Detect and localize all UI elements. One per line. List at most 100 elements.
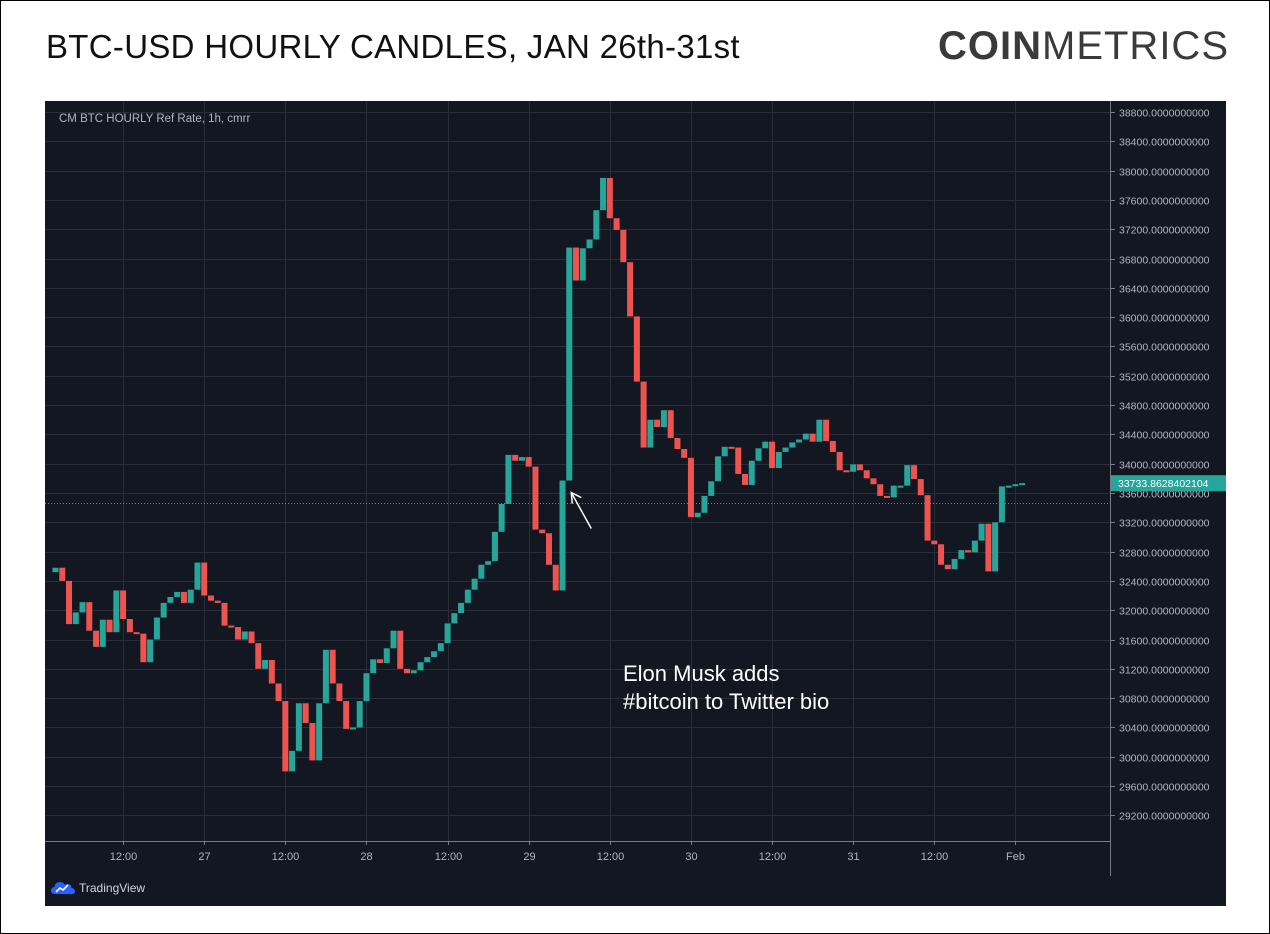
candle	[904, 465, 911, 486]
chart-grid	[45, 101, 1110, 841]
y-tick-label: 32000.0000000000	[1119, 606, 1210, 618]
candles-layer	[52, 177, 1026, 772]
tradingview-label: TradingView	[79, 881, 146, 895]
x-tick-label: 30	[685, 851, 697, 863]
candle	[485, 561, 492, 565]
candle	[329, 649, 336, 684]
candle	[1012, 484, 1019, 487]
y-tick-label: 33600.0000000000	[1119, 489, 1210, 501]
candle	[539, 529, 546, 534]
candle	[133, 632, 140, 635]
annotation-arrowhead	[570, 491, 582, 504]
candle	[437, 643, 444, 652]
candle	[282, 701, 289, 772]
candle	[309, 723, 316, 761]
logo-bold-part: COIN	[938, 24, 1042, 68]
candle	[633, 316, 640, 382]
candle	[978, 523, 985, 541]
y-tick-label: 37600.0000000000	[1119, 196, 1210, 208]
candle	[606, 177, 613, 219]
candle	[147, 639, 154, 663]
x-tick-label: 31	[847, 851, 859, 863]
candle	[295, 703, 302, 751]
candle	[613, 218, 620, 230]
candle	[911, 465, 918, 480]
tradingview-cloud-icon	[51, 882, 75, 894]
candle	[660, 410, 667, 428]
candle	[694, 512, 701, 518]
y-tick-label: 29200.0000000000	[1119, 811, 1210, 823]
candle	[917, 479, 924, 496]
candle	[343, 701, 350, 729]
candle	[174, 591, 181, 598]
candle	[890, 485, 897, 498]
candle	[302, 703, 309, 724]
candle	[748, 460, 755, 485]
candle	[931, 540, 938, 545]
candle	[99, 619, 106, 647]
candle	[647, 419, 654, 448]
candle	[586, 239, 593, 249]
candle	[262, 660, 269, 669]
candle	[796, 439, 803, 443]
candle	[674, 438, 681, 450]
candle	[627, 262, 634, 317]
x-tick-label: 12:00	[597, 851, 625, 863]
candle	[255, 643, 262, 669]
x-tick-label: 12:00	[759, 851, 787, 863]
y-tick-label: 30800.0000000000	[1119, 694, 1210, 706]
candle	[742, 473, 749, 485]
candle	[322, 649, 329, 704]
candle	[755, 448, 762, 461]
candle	[701, 495, 708, 513]
candle	[735, 447, 742, 474]
candle	[59, 567, 66, 581]
candle	[681, 449, 688, 458]
candle	[248, 631, 255, 644]
candle	[349, 727, 356, 730]
y-tick-label: 34400.0000000000	[1119, 430, 1210, 442]
candle	[275, 683, 282, 702]
candle	[410, 670, 417, 674]
candle	[201, 562, 208, 596]
candle	[180, 591, 187, 603]
candle	[471, 578, 478, 590]
candle	[214, 600, 221, 603]
page-title: BTC-USD HOURLY CANDLES, JAN 26th-31st	[46, 28, 740, 65]
candle	[268, 660, 275, 684]
annotation-text-line2: #bitcoin to Twitter bio	[623, 689, 829, 714]
candle	[356, 701, 363, 728]
candle	[809, 433, 816, 442]
candle	[79, 602, 86, 613]
candle	[72, 612, 79, 625]
candle	[870, 478, 877, 485]
chart-panel: CM BTC HOURLY Ref Rate, 1h, cmrr Elon Mus…	[45, 101, 1226, 906]
candle	[120, 590, 127, 619]
candle	[370, 659, 377, 674]
tradingview-brand[interactable]: TradingView	[51, 878, 145, 898]
candle	[390, 630, 397, 649]
y-tick-label: 38000.0000000000	[1119, 167, 1210, 179]
candle	[782, 447, 789, 452]
candle	[775, 451, 782, 469]
candle	[518, 457, 525, 461]
overlay-layer: CM BTC HOURLY Ref Rate, 1h, cmrr Elon Mus…	[45, 113, 1110, 714]
candle	[52, 567, 59, 573]
candlestick-chart[interactable]: CM BTC HOURLY Ref Rate, 1h, cmrr Elon Mus…	[45, 101, 1226, 906]
y-tick-label: 36000.0000000000	[1119, 313, 1210, 325]
y-tick-label: 32800.0000000000	[1119, 548, 1210, 560]
coinmetrics-logo: COINMETRICS	[938, 24, 1229, 69]
candle	[762, 441, 769, 449]
candle	[160, 602, 167, 618]
x-tick-label: 12:00	[110, 851, 138, 863]
candle	[728, 446, 735, 449]
annotation-arrow	[570, 492, 592, 529]
candle	[600, 177, 607, 211]
candle	[992, 522, 999, 572]
candle	[998, 486, 1005, 523]
candle	[573, 247, 580, 281]
last-price-label: 33733.8628402104	[1118, 478, 1209, 490]
y-tick-label: 29600.0000000000	[1119, 782, 1210, 794]
candle	[512, 454, 519, 461]
y-tick-label: 36400.0000000000	[1119, 284, 1210, 296]
